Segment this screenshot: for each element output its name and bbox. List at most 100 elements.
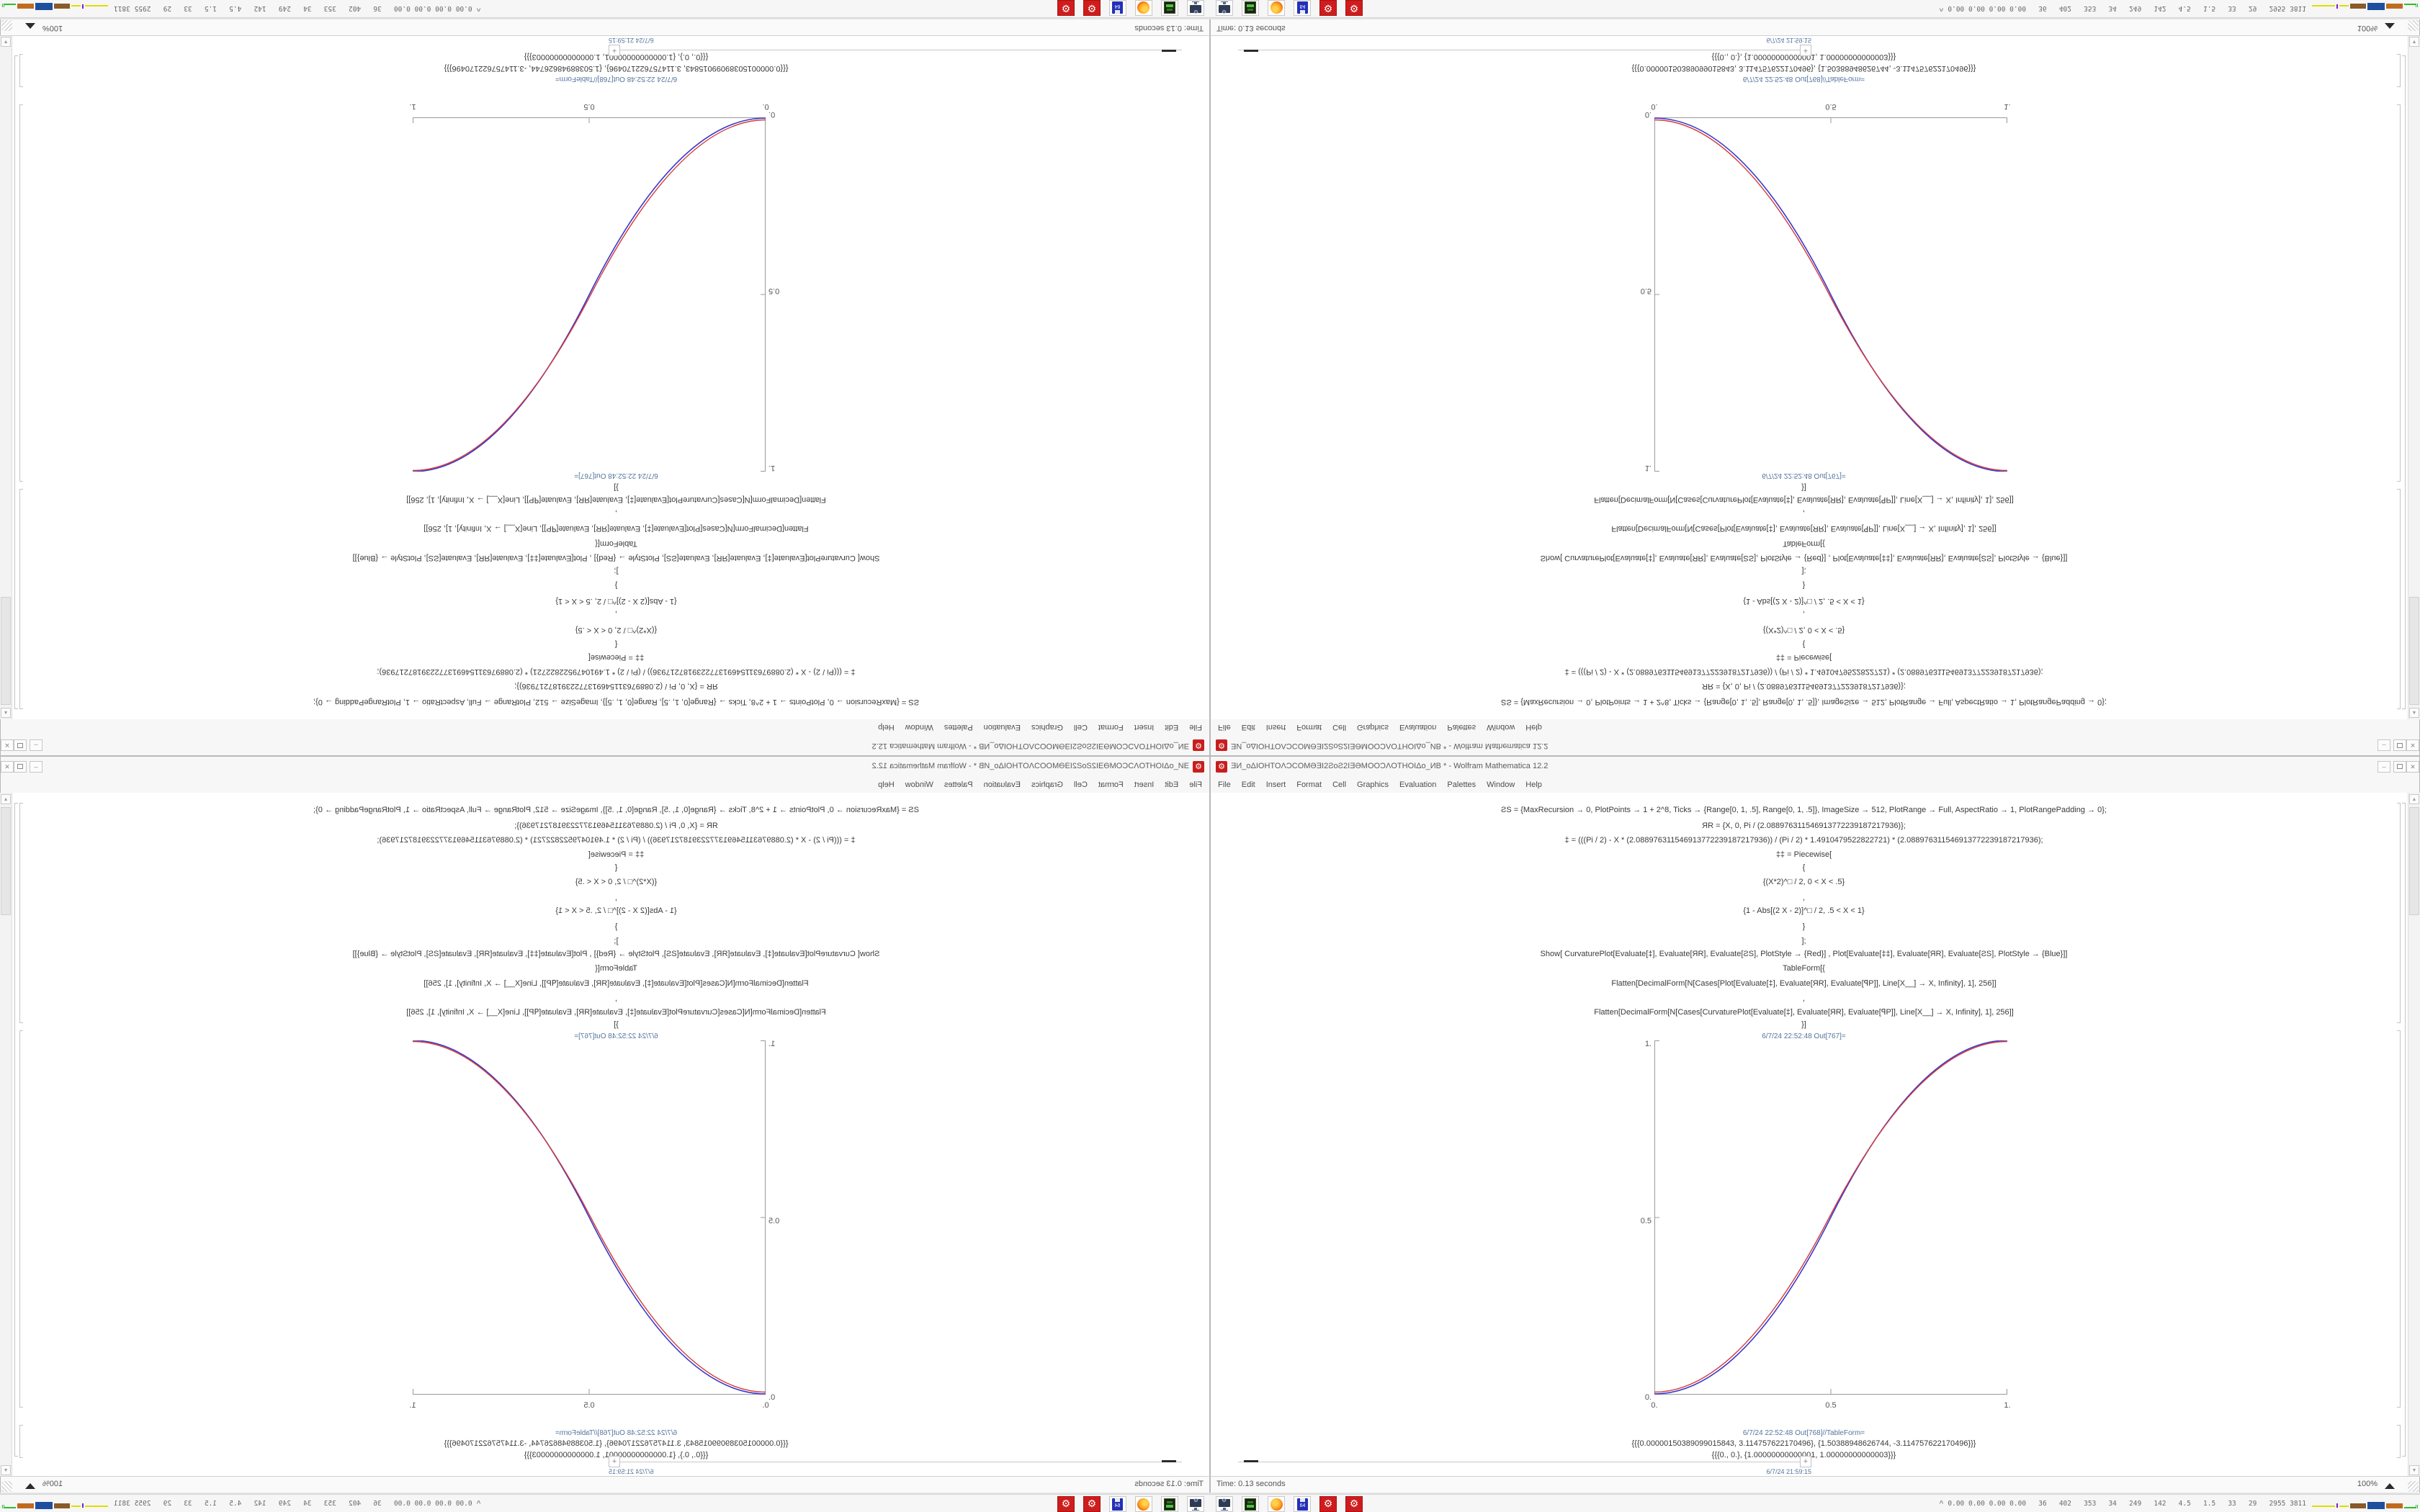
menu-help[interactable]: Help [1525, 780, 1542, 789]
menu-format[interactable]: Format [1296, 780, 1322, 789]
menu-file[interactable]: File [1189, 780, 1202, 789]
menu-format[interactable]: Format [1098, 723, 1124, 732]
menu-insert[interactable]: Insert [1265, 723, 1286, 732]
plot-cell-bracket[interactable] [19, 1030, 23, 1408]
vertical-scrollbar[interactable]: ▲ ▼ [2408, 35, 2420, 719]
scrollbar-thumb[interactable] [1, 807, 11, 915]
scrollbar-thumb[interactable] [2409, 597, 2419, 705]
minimize-button[interactable]: – [2378, 739, 2390, 751]
cell-group-bracket[interactable] [14, 55, 18, 709]
scroll-up-button[interactable]: ▲ [1, 794, 11, 804]
magnification-value[interactable]: 100% [2357, 24, 2378, 32]
close-button[interactable]: ✕ [2406, 739, 2419, 751]
display-settings-icon[interactable] [1216, 0, 1233, 17]
cell-group-bracket[interactable] [2402, 803, 2406, 1457]
menu-cell[interactable]: Cell [1073, 723, 1088, 732]
mathematica-kernel-icon-2[interactable]: ⚙ [1345, 0, 1363, 17]
table-cell-bracket[interactable] [2397, 54, 2401, 87]
maximize-button[interactable] [2393, 739, 2406, 751]
menu-cell[interactable]: Cell [1332, 780, 1347, 789]
mathematica-kernel-icon-2[interactable]: ⚙ [1057, 1495, 1075, 1512]
scroll-up-button[interactable]: ▲ [2409, 794, 2419, 804]
disk-utility-icon[interactable] [1242, 0, 1259, 17]
menu-file[interactable]: File [1218, 780, 1231, 789]
table-cell-bracket[interactable] [19, 54, 23, 87]
title-bar[interactable]: ⚙ ƎИ_ᴏΔIOHTOΛƆCOMƏƎI2ƧᴏƧ2IƎƏMOOƆΛOTHOIΔᴏ… [1211, 735, 2419, 755]
floppy-64-icon[interactable]: 64 [1294, 1495, 1311, 1512]
mathematica-kernel-icon[interactable]: ⚙ [1083, 0, 1101, 17]
title-bar[interactable]: ⚙ ƎИ_ᴏΔIOHTOΛƆCOMƏƎI2ƧᴏƧ2IƎƏMOOƆΛOTHOIΔᴏ… [1, 735, 1209, 755]
minimize-button[interactable]: – [2378, 761, 2390, 773]
close-button[interactable]: ✕ [2406, 761, 2419, 773]
firefox-icon[interactable] [1135, 0, 1152, 17]
mathematica-kernel-icon[interactable]: ⚙ [1083, 1495, 1101, 1512]
menu-help[interactable]: Help [878, 780, 895, 789]
menu-format[interactable]: Format [1296, 723, 1322, 732]
menu-help[interactable]: Help [1525, 723, 1542, 732]
table-cell-bracket[interactable] [2397, 1425, 2401, 1458]
menu-palettes[interactable]: Palettes [1447, 723, 1476, 732]
menu-format[interactable]: Format [1098, 780, 1124, 789]
menu-cell[interactable]: Cell [1332, 723, 1347, 732]
magnification-icon[interactable] [25, 23, 35, 29]
disk-utility-icon[interactable] [1242, 1495, 1259, 1512]
menu-evaluation[interactable]: Evaluation [983, 723, 1021, 732]
cell-group-bracket[interactable] [14, 803, 18, 1457]
menu-cell[interactable]: Cell [1073, 780, 1088, 789]
disk-utility-icon[interactable] [1161, 1495, 1178, 1512]
mathematica-kernel-icon[interactable]: ⚙ [1319, 0, 1337, 17]
menu-file[interactable]: File [1218, 723, 1231, 732]
title-bar[interactable]: ⚙ ƎИ_ᴏΔIOHTOΛƆCOMƏƎI2ƧᴏƧ2IƎƏMOOƆΛOTHOIΔᴏ… [1, 757, 1209, 777]
floppy-64-icon[interactable]: 64 [1294, 0, 1311, 17]
maximize-button[interactable] [14, 761, 27, 773]
scroll-down-button[interactable]: ▼ [2409, 37, 2419, 47]
insert-cell-button[interactable]: + [609, 45, 620, 56]
table-cell-bracket[interactable] [19, 1425, 23, 1458]
scroll-up-button[interactable]: ▲ [2409, 708, 2419, 718]
scrollbar-thumb[interactable] [1, 597, 11, 705]
input-cell-bracket[interactable] [19, 803, 23, 1023]
window-resize-grip[interactable] [2408, 1481, 2419, 1492]
insert-cell-button[interactable]: + [609, 1456, 620, 1467]
scroll-up-button[interactable]: ▲ [1, 708, 11, 718]
menu-graphics[interactable]: Graphics [1357, 780, 1389, 789]
maximize-button[interactable] [2393, 761, 2406, 773]
menu-evaluation[interactable]: Evaluation [983, 780, 1021, 789]
firefox-icon[interactable] [1268, 0, 1285, 17]
vertical-scrollbar[interactable]: ▲ ▼ [0, 35, 12, 719]
scroll-down-button[interactable]: ▼ [2409, 1465, 2419, 1475]
magnification-icon[interactable] [2385, 1483, 2395, 1489]
output-plot[interactable]: 1. 0.5 0. 0. 0.5 1. [1641, 99, 2016, 473]
menu-window[interactable]: Window [905, 723, 933, 732]
floppy-64-icon[interactable]: 64 [1109, 0, 1126, 17]
display-settings-icon[interactable] [1216, 1495, 1233, 1512]
menu-graphics[interactable]: Graphics [1357, 723, 1389, 732]
mathematica-kernel-icon-2[interactable]: ⚙ [1057, 0, 1075, 17]
system-monitor-widget[interactable]: ^ 0.00 0.00 0.00 0.00 36 402 353 34 249 … [1940, 0, 2419, 17]
firefox-icon[interactable] [1268, 1495, 1285, 1512]
magnification-value[interactable]: 100% [2357, 1480, 2378, 1488]
output-plot[interactable]: 1. 0.5 0. 0. 0.5 1. [404, 99, 779, 473]
title-bar[interactable]: ⚙ ƎИ_ᴏΔIOHTOΛƆCOMƏƎI2ƧᴏƧ2IƎƏMOOƆΛOTHOIΔᴏ… [1211, 757, 2419, 777]
vertical-scrollbar[interactable]: ▲ ▼ [2408, 793, 2420, 1477]
menu-insert[interactable]: Insert [1134, 780, 1155, 789]
menu-window[interactable]: Window [905, 780, 933, 789]
firefox-icon[interactable] [1135, 1495, 1152, 1512]
scrollbar-thumb[interactable] [2409, 807, 2419, 915]
system-monitor-widget[interactable]: ^ 0.00 0.00 0.00 0.00 36 402 353 34 249 … [1940, 1495, 2419, 1512]
mathematica-kernel-icon[interactable]: ⚙ [1319, 1495, 1337, 1512]
plot-cell-bracket[interactable] [2397, 104, 2401, 482]
menu-file[interactable]: File [1189, 723, 1202, 732]
plot-cell-bracket[interactable] [2397, 1030, 2401, 1408]
scroll-down-button[interactable]: ▼ [1, 37, 11, 47]
mathematica-kernel-icon-2[interactable]: ⚙ [1345, 1495, 1363, 1512]
display-settings-icon[interactable] [1187, 1495, 1204, 1512]
minimize-button[interactable]: – [30, 739, 42, 751]
output-plot[interactable]: 1. 0.5 0. 0. 0.5 1. [1641, 1039, 2016, 1413]
menu-edit[interactable]: Edit [1165, 723, 1179, 732]
cell-group-bracket[interactable] [2402, 55, 2406, 709]
minimize-button[interactable]: – [30, 761, 42, 773]
system-monitor-widget[interactable]: ^ 0.00 0.00 0.00 0.00 36 402 353 34 249 … [1, 0, 480, 17]
system-monitor-widget[interactable]: ^ 0.00 0.00 0.00 0.00 36 402 353 34 249 … [1, 1495, 480, 1512]
input-cell-bracket[interactable] [2397, 803, 2401, 1023]
